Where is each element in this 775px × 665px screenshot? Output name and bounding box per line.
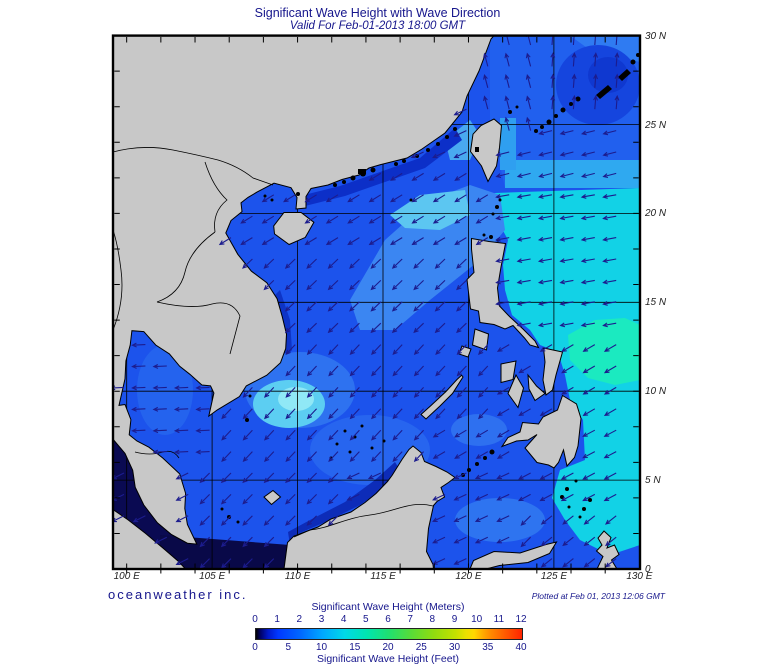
wave-direction-arrows bbox=[113, 35, 620, 569]
borneo bbox=[283, 445, 456, 570]
lon-label-115E: 115 E bbox=[370, 571, 396, 582]
meters-tick-4: 4 bbox=[340, 614, 347, 625]
meters-tick-11: 11 bbox=[493, 614, 505, 625]
lat-label-15N: 15 N bbox=[645, 297, 667, 309]
natuna bbox=[263, 489, 282, 506]
country-borders bbox=[113, 147, 434, 538]
lat-label-30N: 30 N bbox=[645, 30, 667, 42]
lon-label-105E: 105 E bbox=[199, 571, 226, 582]
feet-tick-40: 40 bbox=[515, 642, 527, 653]
meters-tick-7: 7 bbox=[407, 614, 413, 625]
map-frame bbox=[111, 34, 642, 574]
feet-tick-5: 5 bbox=[285, 642, 292, 653]
feet-tick-15: 15 bbox=[349, 642, 361, 653]
feet-tick-25: 25 bbox=[415, 642, 427, 653]
page-title: Significant Wave Height with Wave Direct… bbox=[254, 6, 501, 20]
wave-height-colorbar bbox=[255, 628, 523, 640]
feet-tick-0: 0 bbox=[252, 642, 258, 653]
landmasses bbox=[113, 35, 620, 570]
negros bbox=[507, 373, 525, 409]
meters-tick-9: 9 bbox=[451, 614, 458, 625]
lon-label-125E: 125 E bbox=[540, 571, 567, 582]
samar-leyte bbox=[542, 347, 564, 396]
taiwan bbox=[469, 118, 503, 183]
lat-label-5N: 5 N bbox=[645, 475, 661, 487]
meters-tick-5: 5 bbox=[363, 614, 369, 625]
sulawesi bbox=[469, 541, 558, 570]
lon-label-120E: 120 E bbox=[455, 571, 482, 582]
mindoro bbox=[471, 328, 490, 351]
feet-tick-35: 35 bbox=[482, 642, 494, 653]
asia-mainland bbox=[113, 35, 495, 545]
luzon bbox=[466, 237, 540, 349]
mindanao bbox=[500, 394, 582, 469]
hainan bbox=[273, 212, 315, 246]
lon-label-100E: 100 E bbox=[113, 571, 140, 582]
feet-tick-10: 10 bbox=[315, 642, 328, 653]
panay bbox=[500, 360, 517, 384]
lat-label-20N: 20 N bbox=[645, 208, 667, 220]
meters-tick-12: 12 bbox=[515, 614, 527, 625]
plotted-timestamp: Plotted at Feb 01, 2013 12:06 GMT bbox=[531, 591, 665, 601]
meters-tick-1: 1 bbox=[274, 614, 280, 625]
palawan bbox=[420, 374, 464, 420]
lat-label-25N: 25 N bbox=[645, 119, 667, 131]
lat-label-0: 0 bbox=[645, 564, 651, 575]
meters-tick-0: 0 bbox=[252, 614, 258, 625]
lon-label-130E: 130 E bbox=[626, 571, 653, 582]
legend-title-feet: Significant Wave Height (Feet) bbox=[316, 653, 459, 665]
meters-tick-10: 10 bbox=[471, 614, 483, 625]
lon-label-110E: 110 E bbox=[284, 571, 311, 582]
meters-tick-8: 8 bbox=[429, 614, 436, 625]
valid-time-subtitle: Valid For Feb-01-2013 18:00 GMT bbox=[289, 20, 466, 32]
feet-tick-30: 30 bbox=[448, 642, 461, 653]
lat-label-10N: 10 N bbox=[645, 386, 667, 398]
axis-ticks bbox=[114, 35, 639, 574]
island-specks bbox=[220, 53, 640, 524]
meters-tick-2: 2 bbox=[296, 614, 303, 625]
oceanweather-logo: oceanweather inc. bbox=[108, 587, 248, 602]
cebu-bohol bbox=[527, 373, 546, 402]
legend-title-meters: Significant Wave Height (Meters) bbox=[311, 601, 465, 613]
feet-tick-20: 20 bbox=[382, 642, 394, 653]
meters-tick-6: 6 bbox=[385, 614, 391, 625]
meters-tick-3: 3 bbox=[318, 614, 325, 625]
